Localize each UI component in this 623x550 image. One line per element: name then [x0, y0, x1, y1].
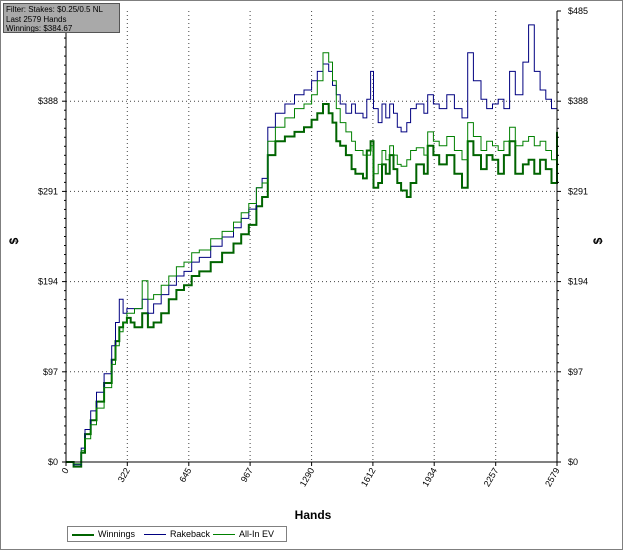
legend-swatch-winnings	[72, 533, 94, 536]
legend-label-winnings: Winnings	[98, 529, 136, 539]
y-tick-label-left: $97	[43, 367, 58, 377]
series-layer	[66, 24, 558, 468]
y-tick-label-right: $291	[568, 186, 588, 196]
x-tick-label: 645	[177, 466, 193, 484]
legend-label-rakeback: Rakeback	[170, 529, 211, 539]
y-tick-label-right: $0	[568, 457, 578, 467]
series-line-all-in-ev	[66, 52, 558, 465]
filter-text: Filter: Stakes: $0.25/0.5 NL	[6, 5, 103, 14]
y-tick-label-right: $194	[568, 277, 588, 287]
y-tick-label-left: $0	[48, 457, 58, 467]
series-line-winnings	[66, 103, 558, 468]
x-tick-label: 1290	[298, 466, 317, 488]
series-line-rakeback	[66, 24, 558, 466]
winnings-text: Winnings: $384.67	[6, 24, 73, 33]
y-tick-label-left: $194	[38, 277, 58, 287]
legend-swatch-rakeback	[144, 534, 166, 536]
legend-item-winnings: Winnings	[72, 527, 135, 541]
y-axis-title-right: $	[591, 237, 605, 244]
x-tick-label: 322	[116, 466, 132, 484]
x-axis-title: Hands	[295, 508, 332, 522]
y-tick-label-right: $97	[568, 367, 583, 377]
y-tick-label-right: $485	[568, 6, 588, 16]
legend: Winnings Rakeback All-In EV	[67, 526, 287, 542]
legend-swatch-all-in-ev	[213, 534, 235, 536]
y-tick-label-right: $388	[568, 96, 588, 106]
x-tick-label: 967	[239, 466, 255, 484]
x-tick-label: 1612	[359, 466, 378, 488]
legend-label-all-in-ev: All-In EV	[239, 529, 275, 539]
y-axis-title-left: $	[7, 237, 21, 244]
hands-count-text: Last 2579 Hands	[6, 14, 67, 24]
axis-layer: 0 322 645 967 1290 1612 1934 2257 2579 $0 $0 $97 $97…	[38, 6, 588, 488]
grid-layer	[66, 11, 557, 462]
x-tick-label: 0	[60, 466, 71, 475]
legend-item-all-in-ev: All-In EV	[213, 527, 274, 541]
legend-item-rakeback: Rakeback	[144, 527, 210, 541]
stats-info-box: Filter: Stakes: $0.25/0.5 NL Last 2579 H…	[3, 3, 120, 33]
x-tick-label: 2257	[482, 466, 501, 488]
x-tick-label: 1934	[420, 466, 439, 488]
x-tick-label: 2579	[543, 466, 562, 488]
y-tick-label-left: $291	[38, 186, 58, 196]
y-tick-label-left: $388	[38, 96, 58, 106]
